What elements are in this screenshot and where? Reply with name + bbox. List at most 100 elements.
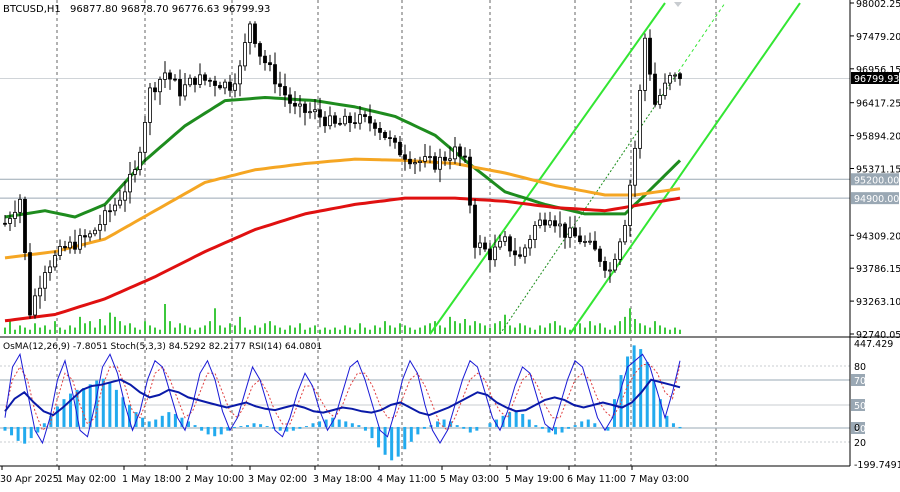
volume-bar [394,327,396,334]
indicator-pane[interactable]: OsMA(12,26,9) -7.8051 Stoch(5,3,3) 84.52… [0,338,900,471]
volume-bar [449,316,451,334]
osma-bar [645,362,649,427]
osma-bar [560,426,564,433]
volume-bar [509,325,511,334]
candle-body [513,250,517,256]
volume-bar [174,327,176,334]
channel-mid-extension[interactable] [674,2,726,77]
moving-average-line[interactable] [4,196,681,323]
volume-bar [399,323,401,334]
osma-bar [547,426,551,433]
candle-body [83,235,87,238]
volume-bar [439,325,441,334]
candle-body [373,122,377,129]
price-tick-label: 95894.20 [856,132,900,143]
price-tick-label: 96956.15 [856,65,900,76]
candle-body [458,146,462,157]
osma-bar [586,419,590,427]
candle-body [98,224,102,231]
osma-bar [239,426,243,427]
time-tick-label: 5 May 03:00 [440,474,499,485]
osma-bar [108,382,112,427]
volume-bar [389,325,391,334]
candle-body [378,127,382,133]
volume-bar [619,321,621,334]
volume-bar [519,323,521,334]
candle-body [113,204,117,212]
volume-bar [4,327,6,334]
osma-bar [36,426,40,433]
osma-bar [521,413,525,427]
candle-body [298,103,302,107]
osma-bar [416,426,420,435]
candle-body [313,109,317,113]
volume-bar [564,327,566,334]
osma-bar [573,425,577,427]
candle-body [338,122,342,125]
candle-body [203,74,207,81]
candle-body [443,156,447,161]
channel-lines [429,2,801,335]
candle-body [93,229,97,235]
candle-body [413,162,417,165]
volume-bar [144,321,146,334]
candle-body [218,85,222,89]
indicator-tick-label: 0 [854,423,860,434]
volume-bar [654,321,656,334]
candle-body [613,258,617,271]
volume-bar [179,323,181,334]
candle-body [188,77,192,86]
volume-bar [499,321,501,334]
price-tick-label: 94309.20 [856,231,900,242]
osma-bar [665,415,669,427]
price-tick-label: 93263.10 [856,297,900,308]
candle-body [148,87,152,123]
volume-bar [624,316,626,334]
candle-body [143,122,147,153]
price-tick-label: 97479.20 [856,32,900,43]
candle-body [198,74,202,85]
volume-bar [149,325,151,334]
osma-bar [606,426,610,431]
moving-average-line[interactable] [4,157,681,260]
candle-body [528,239,532,249]
volume-bar [89,321,91,334]
volume-bar [164,304,166,334]
osma-bar [88,384,92,427]
volume-bar [414,329,416,334]
level-tag [851,192,899,205]
volume-bar [209,321,211,334]
volume-bar [234,325,236,334]
osma-bar [121,397,125,427]
osma-bar [567,426,571,429]
channel-line[interactable] [569,2,801,335]
osma-bar [534,425,538,427]
price-pane[interactable]: BTCUSD,H1 96877.80 96878.70 96776.63 967… [0,0,850,336]
channel-line[interactable] [429,2,666,335]
volume-bar [134,327,136,334]
candle-body [288,94,292,104]
candle-body [558,223,562,227]
osma-bar [527,419,531,427]
candle-body [638,89,642,149]
candle-body [3,222,7,225]
indicator-tick-label: 447.429 [854,339,893,350]
osma-bar [82,388,86,427]
volume-bar [364,327,366,334]
time-tick-label: 6 May 11:00 [567,474,626,485]
candle-body [633,147,637,186]
stoch-main-line [4,352,681,445]
time-tick-label: 5 May 19:00 [505,474,564,485]
volume-bar [214,308,216,334]
osma-bar [285,426,289,432]
osma-bar [632,345,636,427]
volume-bar [549,323,551,334]
candle-body [118,199,122,206]
volume-bar [284,329,286,334]
candle-body [358,114,362,124]
chart-shift-marker-icon[interactable] [674,2,682,7]
volume-bar [84,323,86,334]
time-tick-label: 2 May 10:00 [185,474,244,485]
osma-bar [383,426,387,455]
